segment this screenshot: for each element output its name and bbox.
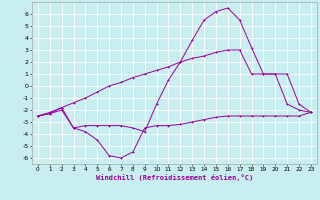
X-axis label: Windchill (Refroidissement éolien,°C): Windchill (Refroidissement éolien,°C)	[96, 174, 253, 181]
